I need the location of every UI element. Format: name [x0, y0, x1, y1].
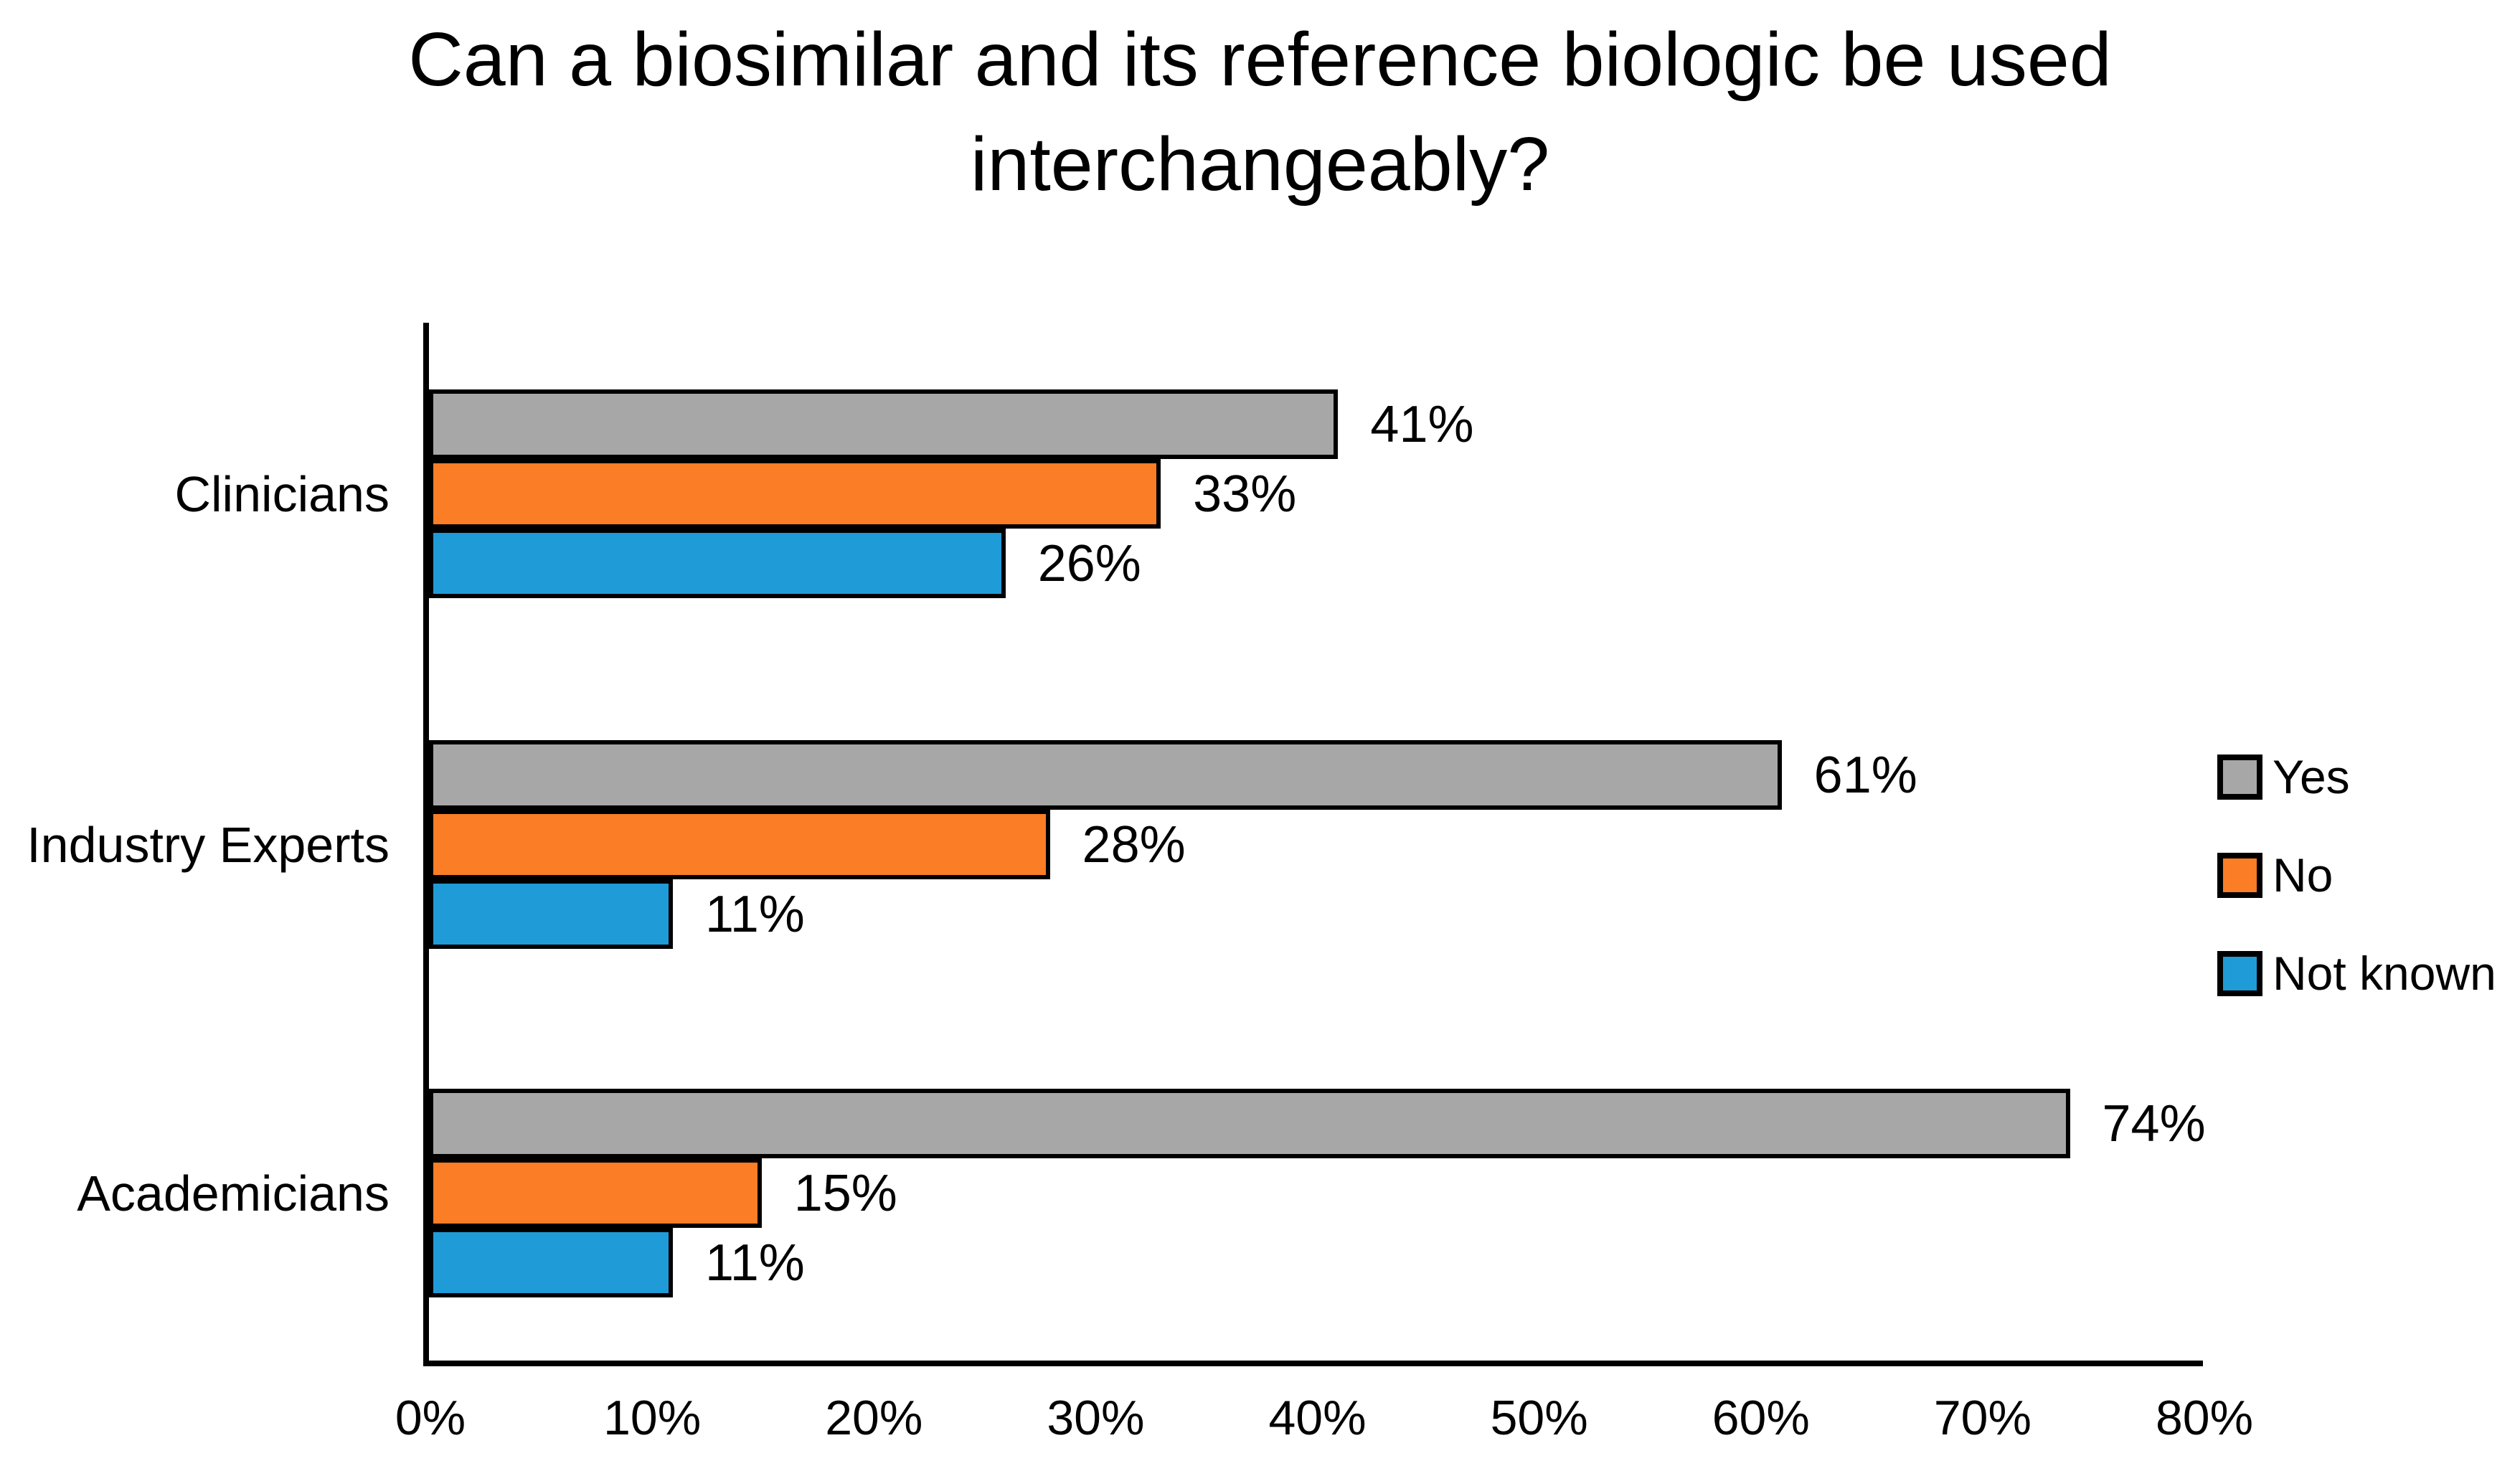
legend-marker-no — [2217, 852, 2262, 898]
category-label-industry-experts: Industry Experts — [27, 816, 390, 873]
data-label-academicians-no: 15% — [793, 1164, 897, 1222]
bar-clinicians-not-known — [429, 529, 1006, 598]
data-label-industry-experts-no: 28% — [1082, 815, 1186, 874]
bar-row-clinicians-no: 33% — [429, 459, 2203, 529]
bar-row-academicians-yes: 74% — [429, 1089, 2206, 1158]
chart-title-line2: interchangeably? — [970, 122, 1550, 207]
data-label-clinicians-not-known: 26% — [1037, 534, 1141, 592]
plot-area: Clinicians 41% 33% 26% Industry Experts 61% 28… — [27, 323, 2206, 1366]
bar-industry-experts-not-known — [429, 879, 674, 949]
legend: Yes No Not known — [2217, 748, 2496, 1002]
x-tick-80-: 80% — [2155, 1391, 2254, 1445]
legend-label-not-known: Not known — [2273, 947, 2496, 1000]
x-tick-10-: 10% — [603, 1391, 702, 1445]
bar-industry-experts-yes — [429, 740, 1782, 810]
bar-row-academicians-no: 15% — [429, 1158, 2203, 1228]
bar-academicians-no — [429, 1158, 762, 1228]
bar-row-industry-experts-yes: 61% — [429, 740, 2203, 810]
x-tick-20-: 20% — [825, 1391, 923, 1445]
bar-group-academicians: Academicians 74% 15% 11% — [77, 1089, 2206, 1297]
legend-label-yes: Yes — [2273, 750, 2350, 803]
bar-industry-experts-no — [429, 810, 1050, 879]
chart-title: Can a biosimilar and its reference biolo… — [0, 7, 2520, 217]
bar-row-clinicians-not-known: 26% — [429, 529, 2203, 598]
legend-marker-not-known — [2217, 950, 2262, 996]
bar-row-industry-experts-no: 28% — [429, 810, 2203, 879]
legend-label-no: No — [2273, 848, 2333, 902]
bar-row-academicians-not-known: 11% — [429, 1228, 2203, 1297]
x-tick-50-: 50% — [1490, 1391, 1588, 1445]
bar-clinicians-no — [429, 459, 1161, 529]
data-label-industry-experts-not-known: 11% — [705, 885, 805, 943]
x-tick-40-: 40% — [1268, 1391, 1367, 1445]
legend-item-yes: Yes — [2217, 748, 2496, 805]
bar-group-industry-experts: Industry Experts 61% 28% 11% — [27, 740, 2203, 949]
data-label-clinicians-no: 33% — [1193, 465, 1297, 523]
x-tick-70-: 70% — [1933, 1391, 2031, 1445]
chart-title-line1: Can a biosimilar and its reference biolo… — [408, 17, 2112, 102]
legend-marker-yes — [2217, 754, 2262, 800]
x-tick-60-: 60% — [1712, 1391, 1810, 1445]
category-label-academicians: Academicians — [77, 1165, 390, 1221]
bar-group-clinicians: Clinicians 41% 33% 26% — [174, 389, 2203, 598]
data-label-academicians-not-known: 11% — [705, 1234, 805, 1292]
x-tick-0-: 0% — [395, 1391, 466, 1445]
data-label-academicians-yes: 74% — [2102, 1094, 2206, 1153]
legend-item-not-known: Not known — [2217, 945, 2496, 1002]
bar-academicians-not-known — [429, 1228, 674, 1297]
x-tick-30-: 30% — [1047, 1391, 1145, 1445]
bar-row-clinicians-yes: 41% — [429, 389, 2203, 459]
bar-row-industry-experts-not-known: 11% — [429, 879, 2203, 949]
category-label-clinicians: Clinicians — [174, 465, 390, 522]
data-label-clinicians-yes: 41% — [1370, 395, 1474, 453]
data-label-industry-experts-yes: 61% — [1813, 746, 1917, 804]
bar-academicians-yes — [429, 1089, 2070, 1158]
bar-clinicians-yes — [429, 389, 1339, 459]
legend-item-no: No — [2217, 846, 2496, 904]
